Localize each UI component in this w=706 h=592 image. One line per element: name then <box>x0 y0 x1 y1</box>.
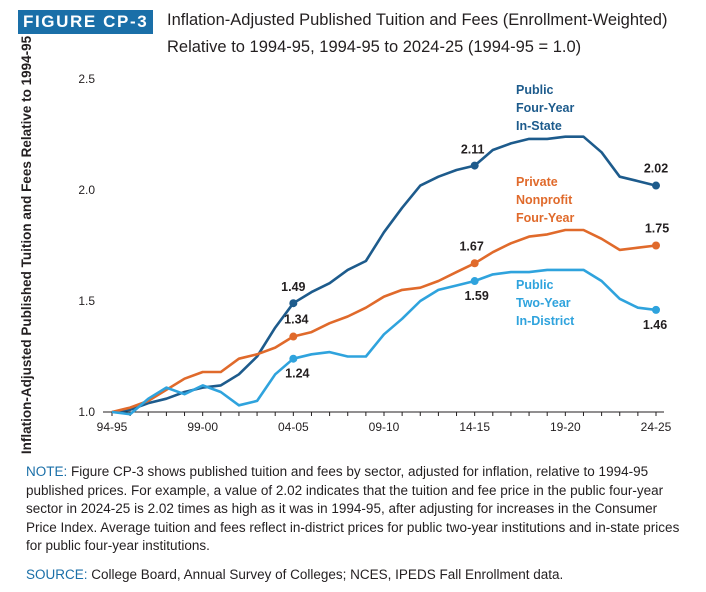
data-label: 2.11 <box>461 143 485 157</box>
y-tick-label: 1.0 <box>78 405 95 419</box>
note-label: NOTE: <box>26 464 68 479</box>
data-point <box>470 161 479 170</box>
y-tick-label: 1.5 <box>78 294 95 308</box>
y-tick-label: 2.5 <box>78 72 95 86</box>
data-point <box>289 354 298 363</box>
x-tick-label: 14-15 <box>459 420 490 434</box>
line-chart: 1.0 1.5 2.0 2.5 94-95 99-00 04-05 09-10 14-15 19-… <box>78 72 672 434</box>
series-line-3 <box>111 268 657 416</box>
data-point <box>289 332 298 341</box>
data-point <box>470 277 479 286</box>
chart-subtitle: Relative to 1994-95, 1994-95 to 2024-25 … <box>167 38 582 56</box>
source-body: College Board, Annual Survey of Colleges… <box>87 567 564 582</box>
data-label: 1.46 <box>643 318 667 332</box>
data-point <box>652 241 660 250</box>
x-tick-label: 09-10 <box>369 420 400 434</box>
data-label: 1.34 <box>284 313 308 327</box>
data-label: 1.75 <box>645 222 669 236</box>
data-point <box>652 305 660 314</box>
series-label: Four-Year <box>516 211 574 225</box>
y-tick-label: 2.0 <box>78 183 95 197</box>
series-label: Public <box>516 278 554 292</box>
figure-badge: FIGURE CP-3 <box>18 10 154 34</box>
series-label: Nonprofit <box>516 193 573 207</box>
series-label: Two-Year <box>516 296 571 310</box>
x-tick-label: 19-20 <box>550 420 581 434</box>
x-tick-label: 94-95 <box>97 420 128 434</box>
series-label: In-District <box>516 314 575 328</box>
note-text: NOTE: Figure CP-3 shows published tuitio… <box>26 463 686 556</box>
data-label: 1.59 <box>464 289 488 303</box>
series-label: Private <box>516 175 558 189</box>
data-point <box>289 299 298 308</box>
series-label: Public <box>516 83 554 97</box>
x-tick-label: 99-00 <box>187 420 218 434</box>
series-line-1 <box>111 135 657 414</box>
data-label: 1.24 <box>285 367 309 381</box>
chart-title: Inflation-Adjusted Published Tuition and… <box>167 11 668 29</box>
x-tick-label: 04-05 <box>278 420 309 434</box>
x-tick-label: 24-25 <box>641 420 672 434</box>
data-label: 1.67 <box>459 239 483 253</box>
data-point <box>652 181 660 190</box>
source-label: SOURCE: <box>26 567 88 582</box>
note-body: Figure CP-3 shows published tuition and … <box>26 464 680 553</box>
data-label: 1.49 <box>281 280 305 294</box>
data-point <box>470 259 479 268</box>
series-line-2 <box>111 228 657 414</box>
data-label: 2.02 <box>644 162 668 176</box>
source-text: SOURCE: College Board, Annual Survey of … <box>26 567 563 582</box>
series-label: Four-Year <box>516 101 574 115</box>
series-label: In-State <box>516 119 562 133</box>
